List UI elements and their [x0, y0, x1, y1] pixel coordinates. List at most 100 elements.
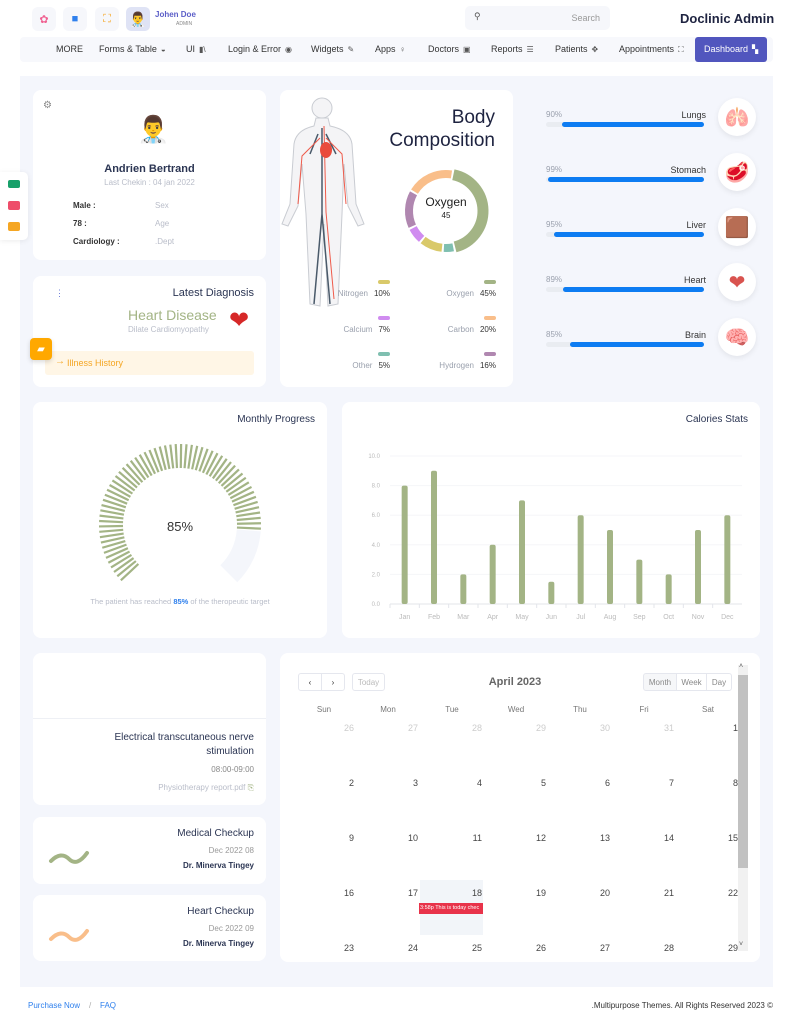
calendar-day[interactable]: 7: [668, 778, 674, 788]
gauge-tick: [104, 493, 128, 505]
calendar-day[interactable]: 30: [599, 723, 610, 733]
view-day-button[interactable]: Day: [706, 673, 732, 691]
avatar[interactable]: 👨‍⚕️: [126, 7, 150, 31]
appointment-card-1[interactable]: Electrical transcutaneous nerve stimulat…: [33, 653, 266, 805]
calendar-day[interactable]: 11: [472, 833, 482, 843]
nav-item-reports[interactable]: Reports ☰: [491, 37, 534, 62]
appointment-card-3[interactable]: Heart Checkup Dec 2022 09 Dr. Minerva Ti…: [33, 895, 266, 961]
y-tick-label: 8.0: [372, 484, 381, 490]
calendar-day[interactable]: 5: [540, 778, 546, 788]
view-week-button[interactable]: Week: [676, 673, 707, 691]
nav-label: Doctors: [428, 44, 460, 54]
nav-item-more[interactable]: MORE: [56, 37, 83, 62]
legend-swatch: [378, 280, 390, 284]
gauge-tick: [236, 526, 261, 530]
nav-label: Login & Error: [228, 44, 282, 54]
prev-month-button[interactable]: ‹: [298, 673, 322, 691]
search-input[interactable]: ⚲ Search: [465, 6, 610, 30]
money-icon[interactable]: [8, 180, 20, 188]
nav-item-patients[interactable]: Patients ✥: [555, 37, 598, 62]
calendar-day[interactable]: 9: [348, 833, 354, 843]
calendar-day[interactable]: 8: [732, 778, 738, 788]
x-tick-label: Sep: [633, 614, 646, 621]
calendar-scrollbar[interactable]: ˄ ˅: [738, 663, 748, 951]
appointment-card-2[interactable]: Medical Checkup Dec 2022 08 Dr. Minerva …: [33, 817, 266, 884]
fullscreen-icon[interactable]: ⛶: [95, 7, 119, 31]
calendar-day[interactable]: 12: [535, 833, 546, 843]
flower-icon[interactable]: ✿: [32, 7, 56, 31]
calendar-day[interactable]: 29: [535, 723, 546, 733]
layout-toggle-button[interactable]: ▰: [30, 338, 52, 360]
calendar-day[interactable]: 10: [407, 833, 418, 843]
gear-icon[interactable]: ⚙: [43, 100, 52, 111]
more-vertical-icon[interactable]: ⋮: [55, 288, 64, 298]
bar-feb: [431, 470, 437, 604]
organ-name: Stomach: [670, 165, 706, 175]
scrollbar-thumb[interactable]: [738, 675, 748, 868]
calendar-day[interactable]: 28: [663, 943, 674, 953]
calendar-day[interactable]: 24: [407, 943, 418, 953]
heart-icon: ❤: [229, 307, 250, 334]
calendar-day[interactable]: 20: [599, 888, 610, 898]
nav-icon: ◒: [160, 45, 166, 54]
calendar-day[interactable]: 3: [412, 778, 418, 788]
gauge-tick: [220, 468, 240, 487]
nav-item-login-error[interactable]: Login & Error ◉: [228, 37, 292, 62]
faq-link[interactable]: FAQ: [100, 1001, 117, 1010]
calendar-day[interactable]: 25: [471, 943, 482, 953]
calendar-day[interactable]: 18: [471, 888, 482, 898]
body-composition-donut: [405, 169, 489, 253]
scroll-down-icon[interactable]: ˅: [739, 941, 744, 948]
calendar-day[interactable]: 26: [535, 943, 546, 953]
calendar-day[interactable]: 16: [343, 888, 354, 898]
calendar-day[interactable]: 28: [471, 723, 482, 733]
calendar-day[interactable]: 2: [348, 778, 354, 788]
calendar-day[interactable]: 17: [407, 888, 418, 898]
calendar-event[interactable]: 3:58p This is today chec: [419, 903, 483, 914]
gauge-tick: [153, 447, 164, 472]
calendar-day[interactable]: 19: [535, 888, 546, 898]
title-line-1: Body: [451, 107, 495, 128]
nav-item-widgets[interactable]: Widgets ✎: [311, 37, 354, 62]
x-tick-label: Oct: [663, 614, 674, 621]
calendar-day[interactable]: 4: [476, 778, 482, 788]
nav-item-forms-table[interactable]: Forms & Table ◒: [99, 37, 166, 62]
illness-history-link[interactable]: → Illness History: [45, 351, 254, 375]
view-month-button[interactable]: Month: [643, 673, 677, 691]
user-name[interactable]: Johen Doe: [155, 10, 196, 19]
scroll-up-icon[interactable]: ˄: [739, 663, 744, 670]
nav-item-appointments[interactable]: Appointments ⛶: [619, 37, 684, 62]
x-tick-label: Jul: [576, 614, 585, 621]
file-icon[interactable]: ■: [63, 7, 87, 31]
nav-icon: ✥: [591, 45, 599, 54]
calendar-day[interactable]: 26: [343, 723, 354, 733]
calendar-day[interactable]: 6: [604, 778, 610, 788]
calendar-day[interactable]: 15: [727, 833, 738, 843]
calendar-day[interactable]: 23: [343, 943, 354, 953]
appointment-doctor: Dr. Minerva Tingey: [183, 861, 254, 870]
attachment-link[interactable]: Physiotherapy report.pdf ⎘: [158, 783, 254, 793]
gauge-tick: [225, 476, 247, 493]
nav-item-apps[interactable]: Apps ♀: [375, 37, 406, 62]
calendar-day[interactable]: 27: [407, 723, 418, 733]
calendar-day[interactable]: 1: [732, 723, 738, 733]
bar-aug: [607, 530, 613, 604]
calendar-day[interactable]: 29: [727, 943, 738, 953]
calendar-day[interactable]: 22: [727, 888, 738, 898]
patient-card: ⚙ 👨‍⚕️ Andrien Bertrand Last Chekin : 04…: [33, 90, 266, 260]
calendar-day[interactable]: 14: [663, 833, 674, 843]
nav-icon: ⛶: [678, 45, 684, 54]
calendar-day[interactable]: 31: [663, 723, 674, 733]
calendar-day[interactable]: 21: [663, 888, 674, 898]
appointment-time: 08:00-09:00: [211, 765, 254, 774]
today-button[interactable]: Today: [352, 673, 385, 691]
nav-item-doctors[interactable]: Doctors ▣: [428, 37, 471, 62]
nav-item-dashboard[interactable]: Dashboard ▚: [695, 37, 768, 62]
next-month-button[interactable]: ›: [321, 673, 345, 691]
calendar-day[interactable]: 27: [599, 943, 610, 953]
purchase-now-link[interactable]: Purchase Now: [28, 1001, 81, 1010]
layers-icon[interactable]: [8, 222, 20, 231]
nav-item-ui[interactable]: UI ▮\: [186, 37, 206, 62]
gamepad-icon[interactable]: [8, 201, 20, 210]
calendar-day[interactable]: 13: [599, 833, 610, 843]
